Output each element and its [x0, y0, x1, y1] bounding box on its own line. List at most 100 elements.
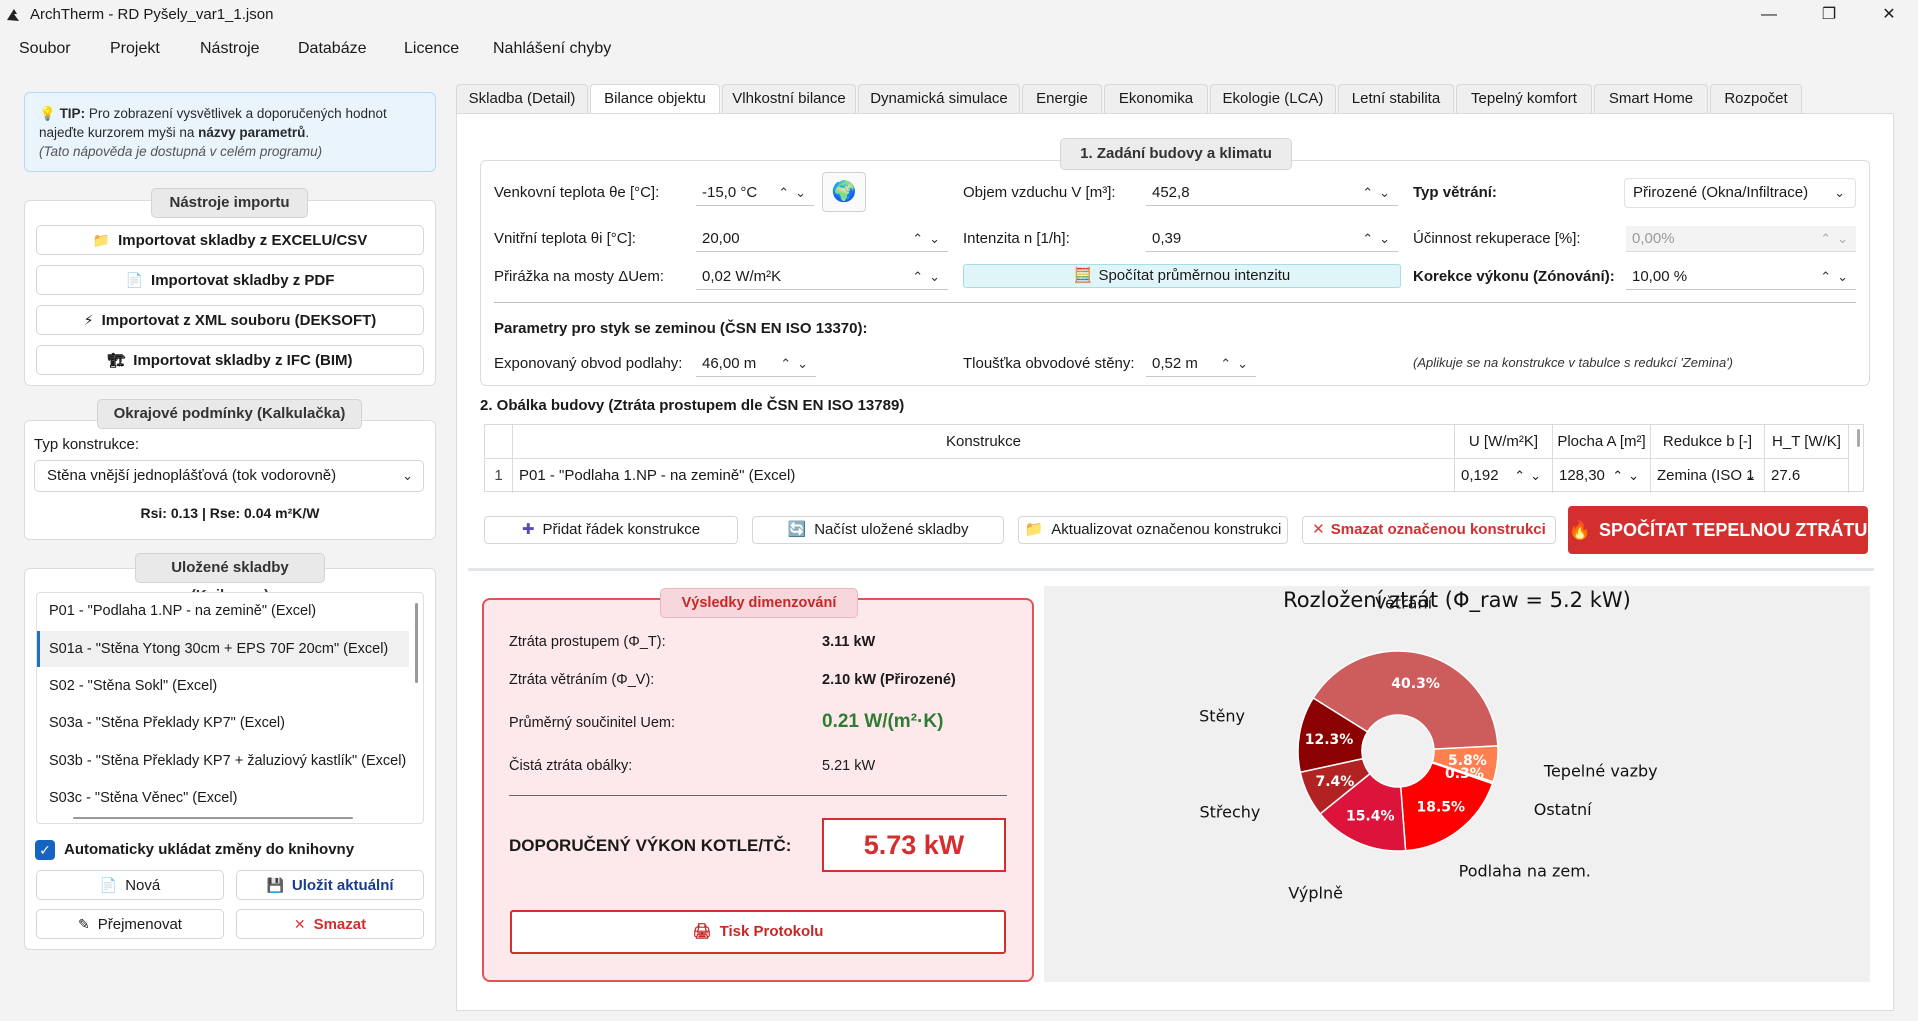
- list-item[interactable]: S02 - "Stěna Sokl" (Excel): [49, 678, 218, 694]
- load-saved-button[interactable]: 🔄 Načíst uložené skladby: [752, 516, 1004, 544]
- tip-text-end: .: [305, 125, 310, 140]
- recup-input[interactable]: 0,00% ⌃⌄: [1626, 226, 1856, 252]
- volume-input[interactable]: 452,8 ⌃⌄: [1146, 180, 1398, 206]
- table-cell-u[interactable]: 0,192 ⌃⌄: [1455, 459, 1553, 493]
- menu-nahlaseni-chyby[interactable]: Nahlášení chyby: [493, 40, 612, 57]
- column-header[interactable]: Redukce b [-]: [1651, 425, 1765, 459]
- tab-ekologie[interactable]: Ekologie (LCA): [1210, 84, 1336, 114]
- calculator-icon: 🧮: [1073, 267, 1093, 284]
- int-temp-label: Vnitřní teplota θi [°C]:: [494, 230, 636, 247]
- plus-icon: ✚: [521, 521, 535, 538]
- add-row-button[interactable]: ✚ Přidat řádek konstrukce: [484, 516, 738, 544]
- construction-type-select[interactable]: Stěna vnější jednoplášťová (tok vodorovn…: [34, 460, 424, 492]
- rename-button[interactable]: ✎ Přejmenovat: [36, 909, 224, 939]
- column-header[interactable]: Plocha A [m²]: [1553, 425, 1651, 459]
- chevron-down-icon: ⌄: [1834, 185, 1845, 200]
- minimize-button[interactable]: —: [1761, 6, 1777, 23]
- import-xml-button[interactable]: ⚡ Importovat z XML souboru (DEKSOFT): [36, 305, 424, 335]
- globe-icon: 🌍: [831, 181, 857, 203]
- table-cell-construction[interactable]: P01 - "Podlaha 1.NP - na zemině" (Excel): [513, 459, 1455, 493]
- net-loss-value: 5.21 kW: [822, 758, 876, 774]
- pie-category-label: Větrání: [1375, 594, 1432, 613]
- menu-databaze[interactable]: Databáze: [298, 40, 367, 57]
- pie-category-label: Tepelné vazby: [1543, 762, 1658, 781]
- column-header[interactable]: U [W/m²K]: [1455, 425, 1553, 459]
- table-cell-reduction[interactable]: Zemina (ISO 1 ⌄: [1651, 459, 1765, 493]
- update-construction-button[interactable]: 📁 Aktualizovat označenou konstrukci: [1018, 516, 1288, 544]
- import-pdf-button[interactable]: 📄 Importovat skladby z PDF: [36, 265, 424, 295]
- library-title: Uložené skladby (Knihovna): [135, 553, 325, 604]
- import-title: Nástroje importu: [151, 188, 308, 218]
- uem-label: Průměrný součinitel Uem:: [509, 715, 675, 731]
- correction-input[interactable]: 10,00 % ⌃⌄: [1626, 264, 1856, 290]
- list-item[interactable]: S01a - "Stěna Ytong 30cm + EPS 70F 20cm"…: [37, 631, 409, 667]
- document-icon: 📄: [125, 272, 144, 288]
- int-temp-input[interactable]: 20,00 ⌃⌄: [696, 226, 948, 252]
- menu-licence[interactable]: Licence: [404, 40, 460, 57]
- tab-skladba[interactable]: Skladba (Detail): [456, 84, 588, 114]
- table-scrollbar[interactable]: [1857, 429, 1860, 447]
- new-button[interactable]: 📄 Nová: [36, 870, 224, 900]
- ground-note: (Aplikuje se na konstrukce v tabulce s r…: [1413, 355, 1733, 370]
- save-current-button[interactable]: 💾 Uložit aktuální: [236, 870, 424, 900]
- globe-button[interactable]: 🌍: [822, 172, 866, 212]
- bridge-input[interactable]: 0,02 W/m²K ⌃⌄: [696, 264, 948, 290]
- vent-type-select[interactable]: Přirozené (Okna/Infiltrace) ⌄: [1624, 178, 1856, 208]
- autosave-checkbox[interactable]: ✓: [35, 840, 55, 860]
- delete-button[interactable]: ✕ Smazat: [236, 909, 424, 939]
- list-scrollbar[interactable]: [415, 603, 418, 683]
- tab-vlhkostni[interactable]: Vlhkostní bilance: [722, 84, 856, 114]
- tab-energie[interactable]: Energie: [1022, 84, 1102, 114]
- pie-slice-4: [1319, 772, 1407, 852]
- tab-dynamicka[interactable]: Dynamická simulace: [858, 84, 1020, 114]
- pie-category-label: Výplně: [1288, 883, 1343, 902]
- close-button[interactable]: ✕: [1882, 6, 1896, 23]
- tab-ekonomika[interactable]: Ekonomika: [1104, 84, 1208, 114]
- section-divider: [468, 568, 1874, 571]
- calc-intensity-button[interactable]: 🧮 Spočítat průměrnou intenzitu: [963, 264, 1401, 288]
- autosave-label: Automaticky ukládat změny do knihovny: [64, 841, 355, 858]
- column-header[interactable]: Konstrukce: [513, 425, 1455, 459]
- tip-text: Pro zobrazení vysvětlivek a doporučených…: [39, 106, 387, 140]
- list-hscrollbar[interactable]: [73, 817, 353, 819]
- tab-letni[interactable]: Letní stabilita: [1338, 84, 1454, 114]
- list-item[interactable]: P01 - "Podlaha 1.NP - na zemině" (Excel): [49, 603, 317, 619]
- lightning-icon: ⚡: [83, 312, 94, 328]
- tab-bilance[interactable]: Bilance objektu: [590, 84, 720, 115]
- pie-category-label: Stěny: [1199, 707, 1245, 726]
- recommended-value: 5.73 kW: [822, 818, 1006, 872]
- folder-icon: 📁: [92, 232, 111, 248]
- table-cell-ht[interactable]: 27.6: [1765, 459, 1849, 493]
- recommended-label: DOPORUČENÝ VÝKON KOTLE/TČ:: [509, 836, 792, 855]
- tab-komfort[interactable]: Tepelný komfort: [1456, 84, 1592, 114]
- vent-type-label: Typ větrání:: [1413, 184, 1497, 201]
- list-item[interactable]: S03b - "Stěna Překlady KP7 + žaluziový k…: [49, 753, 407, 769]
- pie-percent-label: 12.3%: [1305, 732, 1354, 748]
- library-list[interactable]: P01 - "Podlaha 1.NP - na zemině" (Excel)…: [36, 592, 424, 824]
- calculate-heat-loss-button[interactable]: 🔥 SPOČÍTAT TEPELNOU ZTRÁTU: [1568, 506, 1868, 554]
- pie-percent-label: 40.3%: [1391, 676, 1440, 692]
- folder-icon: 📁: [1024, 521, 1044, 538]
- ext-temp-input[interactable]: -15,0 °C ⌃⌄: [696, 180, 814, 206]
- column-header[interactable]: H_T [W/K]: [1765, 425, 1849, 459]
- menu-soubor[interactable]: Soubor: [19, 40, 71, 57]
- intensity-input[interactable]: 0,39 ⌃⌄: [1146, 226, 1398, 252]
- correction-label: Korekce výkonu (Zónování):: [1413, 268, 1615, 285]
- title-bar: ArchTherm - RD Pyšely_var1_1.json — ❐ ✕: [0, 0, 1918, 30]
- maximize-button[interactable]: ❐: [1821, 6, 1837, 23]
- import-excel-button[interactable]: 📁 Importovat skladby z EXCELU/CSV: [36, 225, 424, 255]
- print-protocol-button[interactable]: 🖨 Tisk Protokolu: [510, 910, 1006, 954]
- tab-smart-home[interactable]: Smart Home: [1594, 84, 1708, 114]
- perimeter-label: Exponovaný obvod podlahy:: [494, 355, 683, 372]
- menu-nastroje[interactable]: Nástroje: [200, 40, 260, 57]
- ext-temp-label: Venkovní teplota θe [°C]:: [494, 184, 660, 201]
- list-item[interactable]: S03a - "Stěna Překlady KP7" (Excel): [49, 715, 285, 731]
- list-item[interactable]: S03c - "Stěna Věnec" (Excel): [49, 790, 238, 806]
- import-ifc-button[interactable]: 🏗 Importovat skladby z IFC (BIM): [36, 345, 424, 375]
- table-cell-area[interactable]: 128,30 ⌃⌄: [1553, 459, 1651, 493]
- perimeter-input[interactable]: 46,00 m ⌃⌄: [696, 351, 816, 377]
- delete-construction-button[interactable]: ✕ Smazat označenou konstrukci: [1302, 516, 1556, 544]
- tab-rozpocet[interactable]: Rozpočet: [1710, 84, 1802, 114]
- wall-thick-input[interactable]: 0,52 m ⌃⌄: [1146, 351, 1256, 377]
- menu-projekt[interactable]: Projekt: [110, 40, 160, 57]
